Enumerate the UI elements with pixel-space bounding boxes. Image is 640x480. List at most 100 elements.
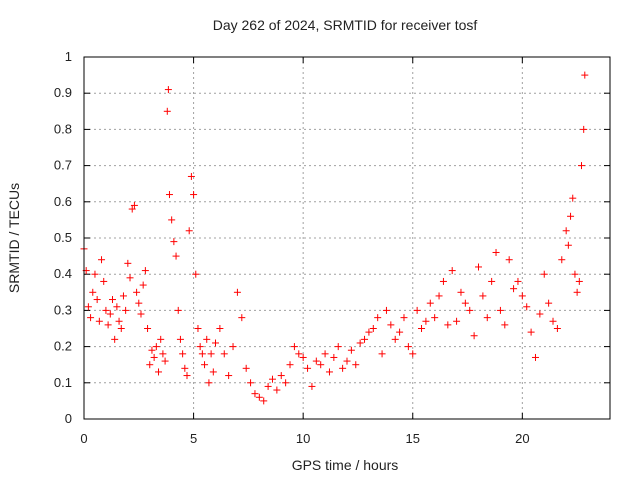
data-point [115, 317, 123, 325]
y-tick-label: 0.1 [54, 375, 72, 390]
data-point [510, 285, 518, 293]
data-point [251, 390, 259, 398]
data-point [545, 299, 553, 307]
x-tick-label: 20 [515, 431, 529, 446]
data-point [453, 317, 461, 325]
data-point [418, 325, 426, 332]
data-point [209, 368, 217, 376]
data-point [573, 288, 581, 296]
data-point [187, 172, 195, 180]
data-point [496, 306, 504, 314]
plot-frame [83, 56, 611, 420]
data-point [185, 227, 193, 235]
data-point [192, 270, 200, 278]
data-point [400, 314, 408, 322]
data-point [536, 310, 544, 318]
data-point [176, 335, 184, 343]
data-point [444, 321, 452, 329]
data-point [174, 306, 182, 314]
data-point [108, 296, 116, 304]
data-point [304, 364, 312, 372]
data-point [91, 270, 99, 278]
y-tick-label: 0.3 [54, 302, 72, 317]
axis-ticks: 00.10.20.30.40.50.60.70.80.910 5 10 15 20 [54, 49, 610, 446]
data-point [290, 343, 298, 351]
data-point [201, 361, 209, 369]
data-point [104, 321, 112, 329]
data-point [146, 361, 154, 369]
data-point [212, 339, 219, 347]
data-point [431, 314, 439, 322]
data-point [172, 252, 180, 260]
data-point [133, 288, 141, 296]
x-tick-label: 0 [80, 431, 87, 446]
data-point [207, 350, 215, 358]
data-point [150, 353, 158, 361]
data-point [365, 328, 373, 336]
data-point [286, 361, 294, 369]
data-point [163, 107, 171, 115]
data-point [264, 382, 272, 390]
data-point [501, 321, 509, 329]
data-point [139, 281, 147, 289]
data-point [183, 372, 191, 380]
x-tick-label: 5 [190, 431, 197, 446]
data-point [540, 270, 548, 278]
data-point [531, 353, 539, 361]
y-tick-label: 0.9 [54, 85, 72, 100]
data-point [488, 277, 496, 285]
data-point [347, 346, 355, 354]
data-point [130, 201, 138, 209]
y-tick-label: 1 [65, 49, 72, 64]
data-point [98, 256, 106, 264]
data-point [470, 332, 478, 340]
data-point [312, 357, 320, 365]
data-point [426, 299, 434, 307]
data-point [247, 379, 255, 387]
data-point [87, 314, 95, 322]
data-point [117, 325, 125, 332]
data-point [299, 353, 307, 361]
data-point [205, 379, 213, 387]
y-tick-label: 0.6 [54, 194, 72, 209]
data-point [378, 350, 386, 358]
data-point [260, 397, 268, 405]
data-point [238, 314, 246, 322]
data-point [113, 303, 121, 311]
data-point [409, 350, 417, 358]
data-point [93, 296, 101, 304]
data-point [152, 343, 160, 351]
data-point [339, 364, 347, 372]
data-point [277, 372, 285, 380]
data-point [216, 325, 224, 332]
data-point [330, 353, 338, 361]
data-point [155, 368, 163, 376]
data-point [190, 191, 198, 199]
data-point [225, 372, 233, 380]
data-point [578, 162, 586, 170]
data-point [106, 310, 114, 318]
data-point [119, 292, 127, 300]
data-point [527, 328, 535, 336]
data-point [343, 357, 351, 365]
data-point [382, 306, 390, 314]
data-point [161, 357, 169, 365]
data-point [168, 216, 176, 224]
data-point [435, 292, 443, 300]
data-point [483, 314, 491, 322]
data-point [564, 241, 572, 249]
data-point [317, 361, 325, 369]
data-point [282, 379, 290, 387]
data-point [148, 346, 156, 354]
data-point [514, 277, 522, 285]
data-point [352, 361, 360, 369]
data-point [321, 350, 329, 358]
data-point [122, 306, 130, 314]
data-point [575, 277, 583, 285]
data-point [137, 310, 145, 318]
data-points [80, 71, 589, 405]
data-point [220, 350, 228, 358]
y-tick-label: 0.2 [54, 339, 72, 354]
y-tick-label: 0.8 [54, 121, 72, 136]
